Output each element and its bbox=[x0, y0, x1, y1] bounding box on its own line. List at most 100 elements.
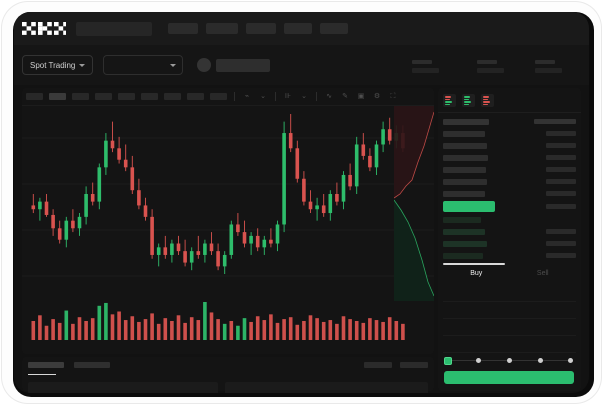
timeframe-button-5[interactable] bbox=[118, 93, 135, 100]
market-stat-3-value bbox=[535, 68, 562, 73]
market-stat-3-label bbox=[535, 60, 555, 64]
orderbook-header-row bbox=[443, 117, 576, 126]
orderbook-view-modes bbox=[438, 88, 581, 112]
orderbook-price-col-header bbox=[443, 118, 489, 125]
market-type-label: Spot Trading bbox=[30, 60, 76, 70]
market-stat-1-value bbox=[412, 68, 439, 73]
slider-notch-100[interactable] bbox=[568, 358, 573, 363]
slider-handle[interactable] bbox=[444, 357, 452, 365]
amount-percent-slider[interactable] bbox=[444, 356, 574, 365]
orderbook-bid-row[interactable] bbox=[443, 215, 576, 224]
timeframe-button-7[interactable] bbox=[164, 93, 181, 100]
camera-icon[interactable]: ▣ bbox=[357, 93, 365, 100]
okx-logo[interactable]: OKX bbox=[22, 22, 66, 36]
crosshair-icon[interactable]: ⌁ bbox=[244, 93, 250, 100]
nav-item-3[interactable] bbox=[246, 23, 276, 34]
tab-open-orders[interactable] bbox=[28, 362, 64, 368]
active-tab-indicator bbox=[28, 374, 56, 375]
toolbar-divider bbox=[275, 92, 276, 101]
market-stat-2 bbox=[477, 60, 504, 73]
timeframe-button-8[interactable] bbox=[187, 93, 204, 100]
both-icon[interactable] bbox=[443, 94, 456, 107]
depth-svg bbox=[393, 106, 434, 301]
tab-sell[interactable]: Sell bbox=[536, 270, 549, 277]
depth-chart-overlay bbox=[393, 106, 434, 301]
timeframe-button-2[interactable] bbox=[49, 93, 66, 100]
market-stat-3 bbox=[535, 60, 562, 73]
orders-actions bbox=[364, 362, 428, 368]
market-stat-1 bbox=[412, 60, 439, 73]
trade-field-4[interactable] bbox=[443, 336, 576, 353]
timeframe-button-1[interactable] bbox=[26, 93, 43, 100]
toolbar-divider bbox=[316, 92, 317, 101]
candlestick-svg bbox=[22, 114, 434, 340]
trade-field-3[interactable] bbox=[443, 319, 576, 336]
chevron-down-icon bbox=[79, 63, 86, 67]
market-stat-1-label bbox=[412, 60, 432, 64]
orderbook-ask-row[interactable] bbox=[443, 189, 576, 198]
price-chart-panel: ⌁ ⌄ ⊪ ⌄ ∿ ✎ ▣ ⚙ ⛶ bbox=[22, 88, 434, 354]
orderbook-amount-col-header bbox=[534, 119, 576, 124]
orderbook-bid-row[interactable] bbox=[443, 251, 576, 260]
draw-icon[interactable]: ✎ bbox=[342, 93, 348, 100]
pair-coin-icon bbox=[197, 58, 212, 72]
last-price-value bbox=[216, 58, 271, 72]
top-navigation-bar: OKX bbox=[14, 12, 589, 45]
timeframe-button-9[interactable] bbox=[210, 93, 227, 100]
chevron-down-icon[interactable]: ⌄ bbox=[301, 93, 307, 100]
market-stat-2-value bbox=[477, 68, 504, 73]
chart-toolbar: ⌁ ⌄ ⊪ ⌄ ∿ ✎ ▣ ⚙ ⛶ bbox=[22, 88, 434, 106]
indicator-icon[interactable]: ∿ bbox=[326, 93, 332, 100]
bids-icon[interactable] bbox=[462, 94, 475, 107]
settings-icon[interactable]: ⚙ bbox=[373, 93, 381, 100]
tab-buy[interactable]: Buy bbox=[470, 270, 483, 277]
candlestick-plot[interactable] bbox=[22, 106, 434, 354]
trade-field-2[interactable] bbox=[443, 302, 576, 319]
app-screen: OKX Spot Trading bbox=[14, 12, 589, 393]
nav-item-2[interactable] bbox=[206, 23, 238, 34]
nav-item-5[interactable] bbox=[320, 23, 348, 34]
orders-tab-list bbox=[28, 362, 110, 368]
slider-notch-50[interactable] bbox=[507, 358, 512, 363]
fullscreen-icon[interactable]: ⛶ bbox=[390, 93, 396, 100]
orders-content-right bbox=[225, 382, 428, 393]
chevron-down-icon[interactable]: ⌄ bbox=[260, 93, 266, 100]
trading-pair-dropdown[interactable] bbox=[103, 55, 184, 75]
slider-notch-25[interactable] bbox=[476, 358, 481, 363]
market-subheader: Spot Trading bbox=[14, 45, 589, 85]
buy-tab-indicator bbox=[443, 263, 505, 265]
orderbook-ask-row[interactable] bbox=[443, 129, 576, 138]
chevron-down-icon bbox=[170, 63, 177, 67]
market-type-dropdown[interactable]: Spot Trading bbox=[22, 55, 94, 75]
orderbook-ask-row[interactable] bbox=[443, 153, 576, 162]
orders-action-1[interactable] bbox=[364, 362, 392, 368]
slider-notch-75[interactable] bbox=[538, 358, 543, 363]
search-input[interactable] bbox=[76, 21, 152, 36]
timeframe-button-3[interactable] bbox=[72, 93, 89, 100]
orderbook-rows bbox=[438, 113, 581, 260]
bar-style-icon[interactable]: ⊪ bbox=[284, 93, 292, 100]
trade-form-fields bbox=[443, 285, 576, 353]
orders-content-left bbox=[28, 382, 218, 393]
orderbook-trade-panel: Buy Sell bbox=[438, 88, 581, 391]
orderbook-ask-row[interactable] bbox=[443, 177, 576, 186]
submit-buy-button[interactable] bbox=[444, 371, 574, 384]
timeframe-button-4[interactable] bbox=[95, 93, 112, 100]
nav-item-1[interactable] bbox=[168, 23, 198, 34]
toolbar-divider bbox=[234, 92, 235, 101]
orderbook-bid-row[interactable] bbox=[443, 227, 576, 236]
tab-order-history[interactable] bbox=[74, 362, 110, 368]
orderbook-ask-row[interactable] bbox=[443, 141, 576, 150]
nav-item-4[interactable] bbox=[284, 23, 312, 34]
orderbook-bid-row[interactable] bbox=[443, 239, 576, 248]
market-stat-2-label bbox=[477, 60, 497, 64]
panel-divider bbox=[438, 112, 581, 113]
orders-action-2[interactable] bbox=[400, 362, 428, 368]
orders-panel bbox=[22, 357, 434, 393]
trade-field-1[interactable] bbox=[443, 285, 576, 302]
orderbook-ask-row[interactable] bbox=[443, 165, 576, 174]
orderbook-last-price-row[interactable] bbox=[443, 201, 576, 212]
asks-icon[interactable] bbox=[481, 94, 494, 107]
timeframe-button-6[interactable] bbox=[141, 93, 158, 100]
